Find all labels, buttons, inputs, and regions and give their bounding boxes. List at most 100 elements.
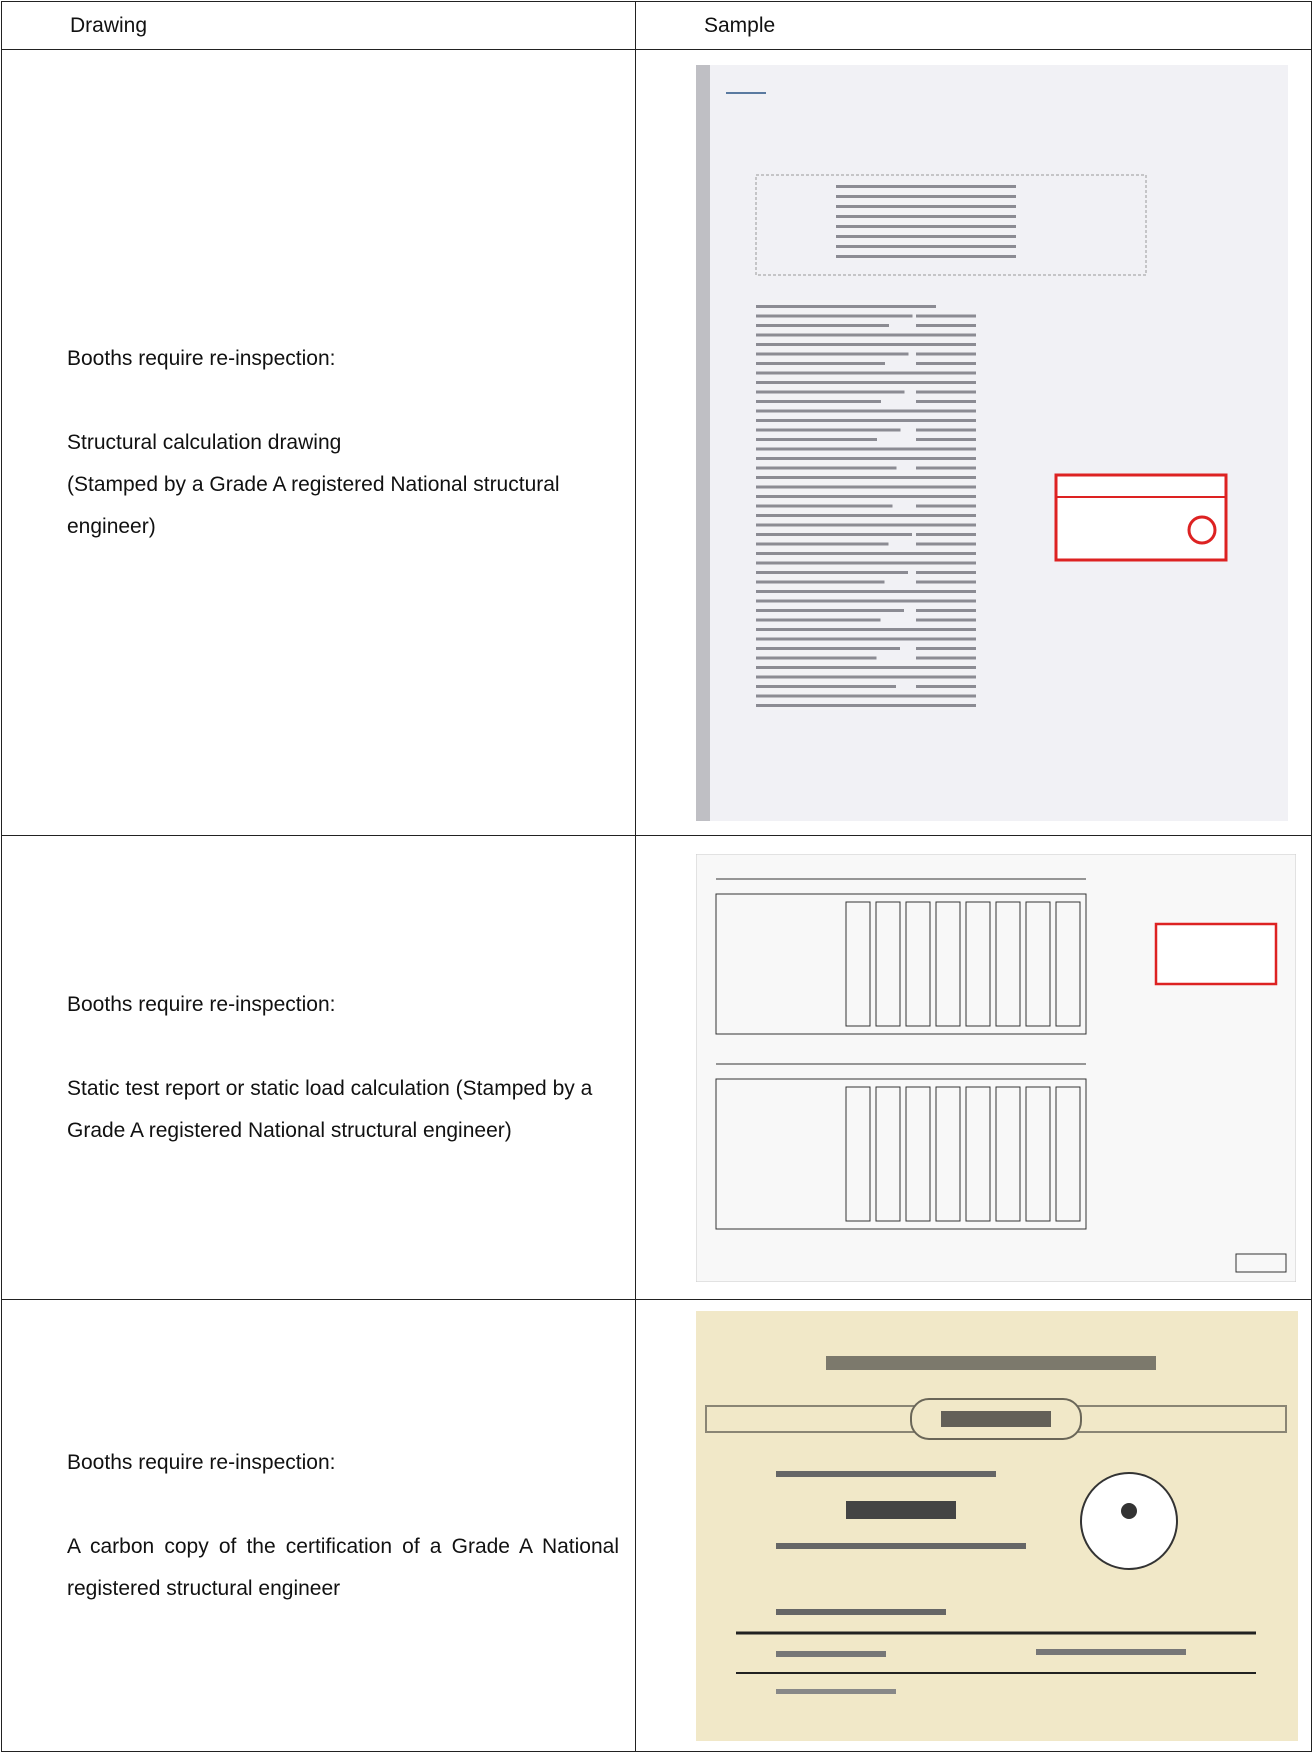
- plan-member: [905, 901, 931, 1026]
- print-line: [916, 542, 976, 545]
- plan-member: [965, 1086, 991, 1221]
- plan-member: [1055, 1086, 1081, 1221]
- official-seal: [1080, 1471, 1178, 1570]
- print-line: [756, 504, 893, 507]
- print-line: [756, 323, 889, 327]
- print-line: [916, 314, 976, 317]
- plan-grid: [715, 878, 1087, 1229]
- header-cell: Sample: [635, 1, 1312, 50]
- print-line: [756, 684, 896, 688]
- row: Booths require re-inspection: Structural …: [1, 49, 1312, 836]
- plan-member: [1025, 901, 1051, 1026]
- print-line: [756, 589, 951, 593]
- print-line: [916, 532, 976, 536]
- text-cell: Booths require re-inspection: Static test…: [1, 835, 636, 1300]
- header-box: [755, 174, 1147, 275]
- print-line: [756, 485, 940, 488]
- print-line: [916, 466, 976, 469]
- plan-member: [995, 901, 1021, 1026]
- red-stamp: [1154, 922, 1278, 985]
- print-line: [836, 194, 1016, 198]
- paper: [696, 64, 1288, 821]
- print-line: [916, 456, 976, 460]
- print-line: [836, 224, 1016, 228]
- print-line: [756, 390, 905, 393]
- print-line: [756, 314, 913, 317]
- print-line: [756, 333, 956, 336]
- print-line: [756, 304, 936, 308]
- print-line: [756, 352, 909, 355]
- print-line: [916, 428, 976, 431]
- print-line: [756, 494, 916, 498]
- seal-emblem: [1121, 1502, 1137, 1519]
- print-line: [916, 665, 976, 669]
- cell-text: Booths require re-inspection: Static test…: [67, 984, 619, 1152]
- print-line: [916, 646, 976, 650]
- print-line: [756, 513, 959, 517]
- plan-member: [845, 901, 871, 1026]
- print-line: [916, 485, 976, 488]
- print-line: [916, 352, 976, 355]
- print-line: [916, 608, 976, 612]
- print-line: [756, 665, 943, 669]
- plan-member: [845, 1086, 871, 1221]
- text-print: [776, 1688, 896, 1694]
- print-line: [756, 646, 900, 650]
- paragraph: Booths require re-inspection:: [67, 984, 619, 1026]
- text-print: [1036, 1648, 1186, 1655]
- print-line: [756, 551, 955, 555]
- scan-edge: [696, 64, 710, 821]
- print-line: [916, 580, 976, 583]
- print-line: [756, 703, 939, 707]
- text-cell: Booths require re-inspection: Structural …: [1, 49, 636, 836]
- print-line: [916, 371, 976, 374]
- text-line: Static test report or static load calcul…: [67, 1076, 593, 1142]
- print-line: [916, 523, 976, 526]
- header-text: Drawing: [70, 13, 148, 37]
- plan-member: [875, 1086, 901, 1221]
- print-line: [916, 684, 976, 688]
- plan-member: [715, 893, 1087, 1034]
- print-line: [916, 333, 976, 336]
- print-line: [916, 561, 976, 564]
- print-line: [756, 447, 944, 450]
- plan-member: [935, 901, 961, 1026]
- print-line: [916, 675, 976, 678]
- print-line: [756, 409, 948, 412]
- text-lines: [756, 184, 1016, 707]
- text-line: Booths require re-inspection:: [67, 346, 336, 370]
- print-line: [916, 656, 976, 659]
- print-line: [916, 380, 976, 384]
- print-line: [916, 551, 976, 555]
- paper: [696, 1310, 1298, 1741]
- print-line: [916, 437, 976, 441]
- header-row: Drawing Sample: [1, 1, 1312, 50]
- print-line: [916, 447, 976, 450]
- print-line: [916, 694, 976, 697]
- row: Booths require re-inspection: Static test…: [1, 835, 1312, 1300]
- print-line: [756, 532, 912, 536]
- text-line: A carbon copy of the certification of a …: [67, 1534, 619, 1600]
- print-line: [756, 342, 932, 346]
- image-cell: [635, 49, 1312, 836]
- print-line: [756, 608, 904, 612]
- print-line: [836, 204, 1016, 208]
- plan-member: [935, 1086, 961, 1221]
- print-line: [836, 214, 1016, 218]
- image-cell: [635, 1299, 1312, 1752]
- print-line: [916, 703, 976, 707]
- print-line: [756, 656, 877, 659]
- print-line: [916, 390, 976, 393]
- print-line: [756, 561, 932, 564]
- print-line: [916, 409, 976, 412]
- print-line: [836, 254, 1016, 258]
- print-line: [916, 513, 976, 517]
- cert-label-print: [941, 1410, 1051, 1427]
- print-line: [756, 456, 920, 460]
- row: Booths require re-inspection: A carbon co…: [1, 1299, 1312, 1752]
- text-line: Structural calculation drawing: [67, 430, 342, 454]
- text-print: [776, 1608, 946, 1615]
- print-line: [756, 380, 928, 384]
- text-line: (Stamped by a Grade A registered Nationa…: [67, 472, 560, 538]
